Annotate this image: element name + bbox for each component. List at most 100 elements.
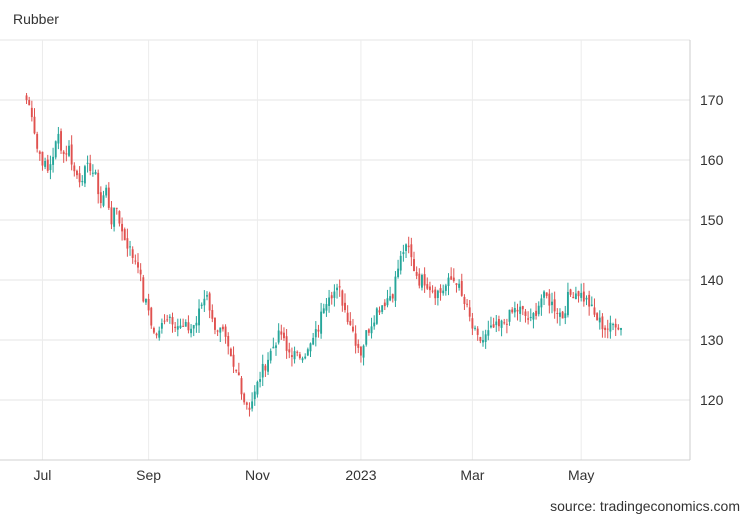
candle-body (495, 321, 498, 326)
candle-body (110, 207, 113, 225)
y-tick-label: 120 (700, 392, 724, 408)
candle-body (78, 173, 81, 183)
candle-body (548, 293, 551, 306)
candle-body (577, 291, 580, 297)
candle-body (383, 302, 386, 307)
candle-body (585, 297, 588, 300)
candle-body (267, 359, 269, 372)
candle-body (68, 145, 70, 156)
candle-body (386, 298, 389, 306)
candle-body (224, 326, 227, 337)
candle-body (559, 312, 561, 317)
candle-body (505, 323, 508, 325)
candle-body (65, 153, 68, 155)
candle-body (211, 310, 214, 319)
candle-body (184, 321, 187, 327)
candle-body (598, 317, 601, 323)
candle-body (203, 298, 206, 306)
candle-body (142, 277, 145, 302)
candle-body (83, 166, 86, 184)
candle-body (529, 316, 532, 318)
candle-body (118, 211, 121, 224)
candle-body (275, 345, 277, 348)
candle-body (57, 133, 60, 144)
candle-body (349, 320, 352, 325)
candle-body (158, 330, 161, 338)
candle-body (511, 309, 514, 313)
candle-body (439, 288, 442, 293)
candle-body (357, 343, 360, 348)
candle-body (145, 298, 147, 303)
candle-body (519, 306, 522, 314)
candle-body (190, 328, 193, 334)
candle-body (179, 325, 182, 328)
candle-body (561, 311, 564, 319)
candle-body (582, 291, 585, 302)
candle-body (378, 310, 381, 313)
y-tick-label: 150 (700, 212, 724, 228)
candle-body (574, 293, 577, 300)
candle-body (389, 296, 392, 301)
candle-body (604, 327, 607, 331)
candle-body (253, 391, 256, 400)
y-tick-label: 160 (700, 152, 724, 168)
candle-body (566, 291, 569, 316)
candle-body (221, 326, 224, 330)
candle-body (285, 336, 288, 351)
candle-body (245, 402, 248, 405)
candle-body (452, 277, 455, 282)
candle-body (325, 304, 328, 311)
candle-body (405, 244, 407, 251)
candle-body (290, 355, 293, 357)
candle-body (609, 322, 612, 332)
candle-body (134, 260, 137, 262)
candle-body (521, 306, 524, 310)
candle-body (375, 308, 378, 324)
candle-body (407, 245, 410, 248)
candle-body (413, 259, 415, 272)
candle-body (620, 328, 622, 330)
candle-body (322, 308, 325, 314)
candle-body (426, 284, 429, 289)
candle-body (336, 287, 338, 291)
candle-body (333, 291, 336, 298)
candle-body (614, 323, 617, 328)
candle-body (596, 313, 599, 321)
candle-body (97, 172, 100, 195)
candle-body (256, 381, 259, 395)
candle-body (129, 246, 131, 248)
candle-body (304, 356, 307, 359)
candle-body (532, 313, 535, 320)
candle-body (397, 268, 400, 278)
candle-body (38, 151, 41, 154)
candle-body (219, 327, 222, 333)
candle-body (617, 327, 620, 330)
candle-body (200, 304, 203, 306)
candle-body (229, 348, 232, 357)
candle-body (312, 337, 315, 345)
candle-body (293, 351, 296, 360)
candle-body (259, 379, 262, 382)
candles (25, 93, 622, 417)
candle-body (147, 298, 150, 311)
candle-body (580, 292, 583, 298)
grid-lines (0, 39, 690, 461)
candle-body (476, 328, 479, 335)
candle-body (46, 159, 49, 171)
candle-body (537, 305, 540, 315)
candle-body (540, 298, 543, 308)
candle-body (123, 229, 126, 241)
candle-body (564, 313, 567, 318)
candle-body (36, 133, 39, 149)
candle-body (458, 283, 461, 288)
candle-body (482, 340, 484, 343)
candle-body (62, 151, 65, 155)
candle-body (150, 307, 153, 326)
candle-body (352, 326, 354, 332)
candle-body (490, 325, 492, 328)
candle-body (107, 187, 110, 208)
candle-body (137, 262, 139, 268)
candle-body (431, 290, 434, 292)
candle-body (113, 207, 116, 227)
candle-body (314, 329, 317, 338)
